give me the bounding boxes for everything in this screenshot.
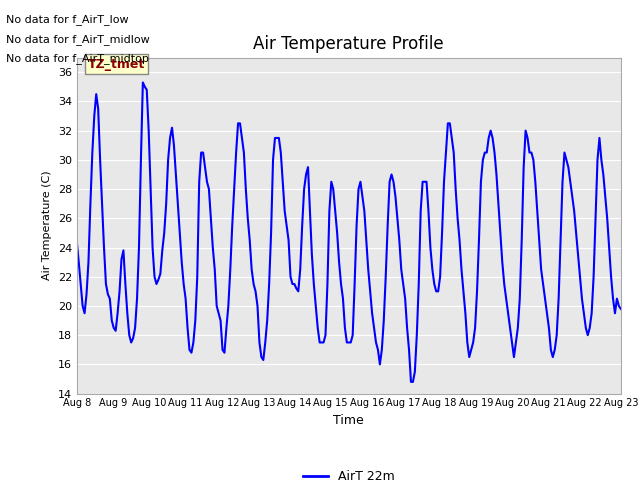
Text: No data for f_AirT_midtop: No data for f_AirT_midtop — [6, 53, 149, 64]
Text: TZ_tmet: TZ_tmet — [88, 58, 145, 71]
Title: Air Temperature Profile: Air Temperature Profile — [253, 35, 444, 53]
Y-axis label: Air Temperature (C): Air Temperature (C) — [42, 171, 52, 280]
Text: No data for f_AirT_midlow: No data for f_AirT_midlow — [6, 34, 150, 45]
Text: No data for f_AirT_low: No data for f_AirT_low — [6, 14, 129, 25]
Legend: AirT 22m: AirT 22m — [298, 465, 399, 480]
X-axis label: Time: Time — [333, 414, 364, 427]
